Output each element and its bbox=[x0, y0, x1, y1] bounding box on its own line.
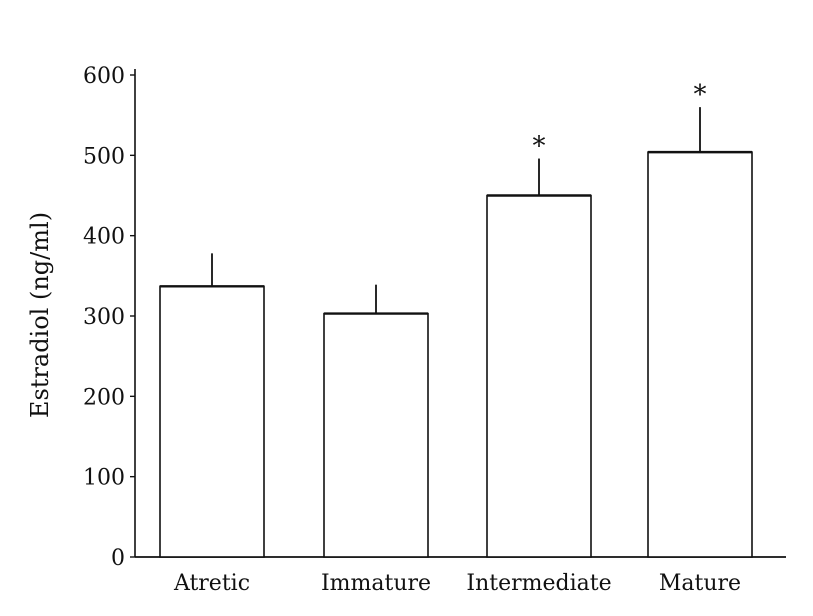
x-tick-label: Mature bbox=[659, 571, 741, 596]
y-axis-title: Estradiol (ng/ml) bbox=[26, 212, 54, 418]
y-tick-label: 500 bbox=[83, 144, 125, 169]
y-tick-label: 100 bbox=[83, 466, 125, 491]
bar-mature bbox=[647, 151, 753, 558]
y-axis: 0 100 200 300 400 500 600 bbox=[83, 64, 136, 571]
bar-atretic bbox=[159, 285, 265, 558]
y-tick-label: 400 bbox=[83, 225, 125, 250]
bar-immature bbox=[323, 312, 429, 558]
x-tick-label: Intermediate bbox=[466, 571, 611, 596]
y-tick-label: 600 bbox=[83, 64, 125, 89]
x-tick-label: Atretic bbox=[173, 571, 250, 596]
bar-intermediate bbox=[486, 194, 592, 558]
x-axis: Atretic Immature Intermediate Mature bbox=[135, 556, 786, 596]
y-tick-label: 200 bbox=[83, 385, 125, 410]
bars: ** bbox=[159, 80, 753, 558]
significance-marker: * bbox=[533, 132, 546, 162]
significance-marker: * bbox=[694, 80, 707, 110]
y-tick-label: 300 bbox=[83, 305, 125, 330]
x-tick-label: Immature bbox=[321, 571, 431, 596]
y-tick-label: 0 bbox=[111, 546, 125, 571]
